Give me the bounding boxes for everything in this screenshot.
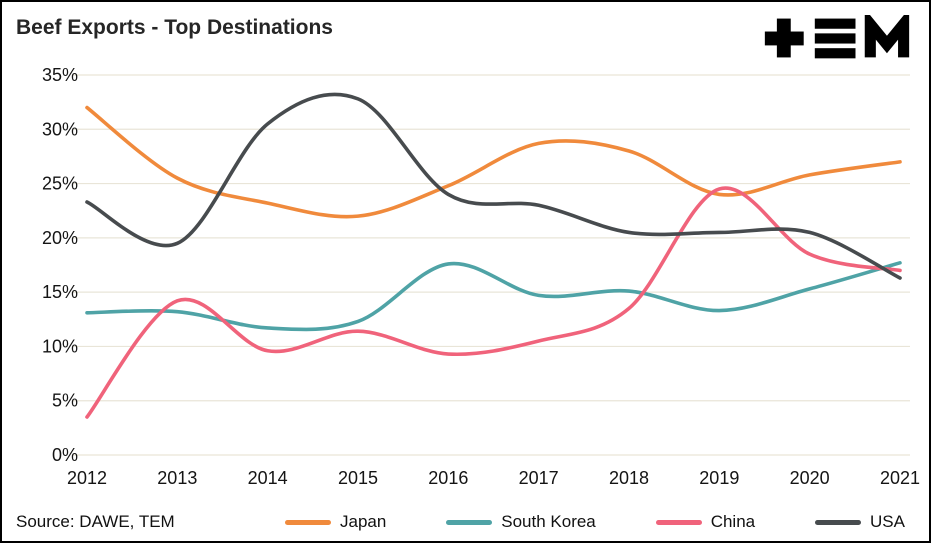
y-tick-label: 15% xyxy=(42,282,78,302)
y-tick-label: 30% xyxy=(42,119,78,139)
legend-label: Japan xyxy=(340,512,387,531)
x-tick-label: 2020 xyxy=(790,468,830,488)
x-tick-label: 2015 xyxy=(338,468,378,488)
legend: Japan South Korea China USA xyxy=(285,512,905,532)
series-line-usa xyxy=(85,92,902,280)
x-tick-label: 2021 xyxy=(880,468,920,488)
x-tick-label: 2017 xyxy=(519,468,559,488)
chart-footer: Source: DAWE, TEM Japan South Korea China U… xyxy=(16,512,905,532)
series-line-china xyxy=(85,186,902,419)
y-tick-label: 35% xyxy=(42,65,78,85)
legend-item-south-korea: South Korea xyxy=(446,512,596,532)
y-tick-label: 0% xyxy=(52,445,78,465)
y-tick-label: 5% xyxy=(52,391,78,411)
legend-item-japan: Japan xyxy=(285,512,386,532)
x-tick-label: 2019 xyxy=(699,468,739,488)
x-tick-label: 2018 xyxy=(609,468,649,488)
legend-swatch xyxy=(815,519,862,525)
legend-swatch xyxy=(446,519,493,525)
x-tick-label: 2016 xyxy=(428,468,468,488)
chart-header: Beef Exports - Top Destinations xyxy=(2,2,929,62)
chart-title: Beef Exports - Top Destinations xyxy=(16,16,333,39)
legend-label: South Korea xyxy=(501,512,596,531)
x-tick-label: 2014 xyxy=(248,468,288,488)
y-tick-label: 25% xyxy=(42,174,78,194)
x-tick-label: 2013 xyxy=(157,468,197,488)
tem-logo-icon xyxy=(763,15,911,61)
y-tick-label: 10% xyxy=(42,336,78,356)
source-label: Source: DAWE, TEM xyxy=(16,512,175,531)
legend-swatch xyxy=(285,519,331,525)
legend-label: China xyxy=(710,512,756,531)
legend-label: USA xyxy=(870,512,905,531)
series-line-japan xyxy=(85,105,902,219)
x-tick-label: 2012 xyxy=(67,468,107,488)
legend-item-usa: USA xyxy=(815,512,905,532)
y-tick-label: 20% xyxy=(42,228,78,248)
line-chart: 0% 5% 10% 15% 20% 25% 30% 35% 2012 2013 2014 2015 20… xyxy=(42,65,920,488)
legend-swatch xyxy=(655,519,702,525)
series-line-south-korea xyxy=(85,261,902,332)
legend-item-china: China xyxy=(655,512,756,532)
